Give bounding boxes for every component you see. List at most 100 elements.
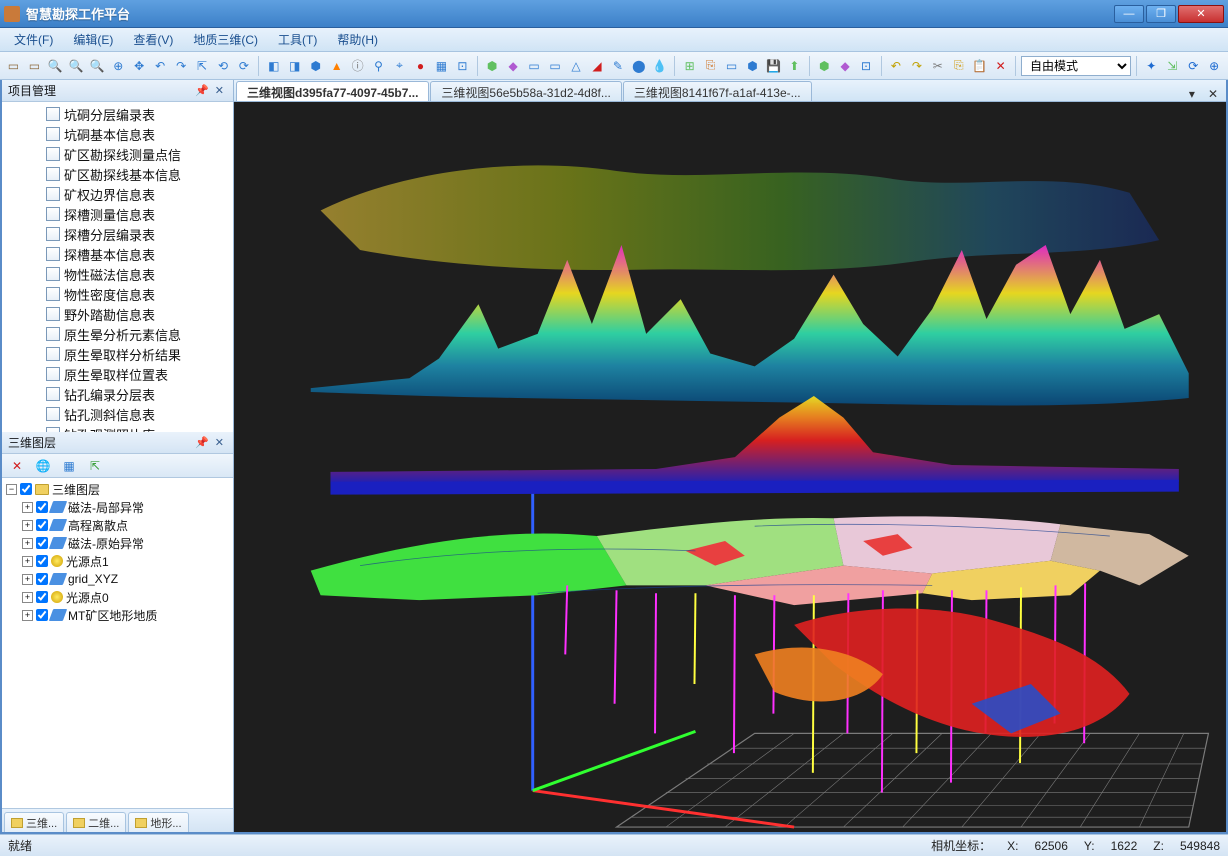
toolbar-button[interactable]: ● bbox=[411, 55, 430, 77]
expand-icon[interactable]: + bbox=[22, 610, 33, 621]
expand-icon[interactable]: + bbox=[22, 592, 33, 603]
toolbar-button[interactable]: ⓘ bbox=[348, 55, 367, 77]
mode-select[interactable]: 自由模式 bbox=[1021, 56, 1131, 76]
project-tree-item[interactable]: 坑硐基本信息表 bbox=[2, 124, 233, 144]
menu-view[interactable]: 查看(V) bbox=[125, 29, 181, 50]
toolbar-button[interactable]: 🔍 bbox=[88, 55, 107, 77]
project-tree-item[interactable]: 探槽测量信息表 bbox=[2, 204, 233, 224]
project-tree-item[interactable]: 物性磁法信息表 bbox=[2, 264, 233, 284]
toolbar-button[interactable]: ✎ bbox=[608, 55, 627, 77]
layer-export-icon[interactable]: ⇱ bbox=[84, 455, 106, 477]
project-tree-item[interactable]: 矿权边界信息表 bbox=[2, 184, 233, 204]
panel-close-icon[interactable]: ✕ bbox=[212, 84, 227, 97]
view-tab[interactable]: 三维视图d395fa77-4097-45b7... bbox=[236, 81, 429, 101]
toolbar-button[interactable]: ⬤ bbox=[629, 55, 648, 77]
toolbar-button[interactable]: 🔍 bbox=[67, 55, 86, 77]
layer-item[interactable]: +高程离散点 bbox=[6, 516, 229, 534]
layer-item[interactable]: +磁法-局部异常 bbox=[6, 498, 229, 516]
toolbar-button[interactable]: 🔍 bbox=[46, 55, 65, 77]
layer-item[interactable]: +磁法-原始异常 bbox=[6, 534, 229, 552]
toolbar-button[interactable]: ⊕ bbox=[1205, 55, 1224, 77]
toolbar-button[interactable]: ◆ bbox=[836, 55, 855, 77]
project-tree-item[interactable]: 坑硐分层编录表 bbox=[2, 104, 233, 124]
toolbar-button[interactable]: ▭ bbox=[4, 55, 23, 77]
menu-3d[interactable]: 地质三维(C) bbox=[185, 29, 266, 50]
layer-checkbox[interactable] bbox=[36, 501, 48, 513]
layer-tree[interactable]: −三维图层+磁法-局部异常+高程离散点+磁法-原始异常+光源点1+grid_XY… bbox=[2, 478, 233, 808]
layer-globe-icon[interactable]: 🌐 bbox=[32, 455, 54, 477]
expand-icon[interactable]: + bbox=[22, 556, 33, 567]
layer-checkbox[interactable] bbox=[36, 609, 48, 621]
layer-checkbox[interactable] bbox=[36, 591, 48, 603]
menu-help[interactable]: 帮助(H) bbox=[329, 29, 386, 50]
pin-icon[interactable]: 📌 bbox=[192, 436, 212, 449]
toolbar-button[interactable]: ⇲ bbox=[1163, 55, 1182, 77]
menu-edit[interactable]: 编辑(E) bbox=[65, 29, 121, 50]
project-tree-item[interactable]: 钻孔编录分层表 bbox=[2, 384, 233, 404]
toolbar-button[interactable]: ⟲ bbox=[214, 55, 233, 77]
tab-terrain[interactable]: 地形... bbox=[128, 812, 188, 832]
toolbar-button[interactable]: ⊞ bbox=[680, 55, 699, 77]
toolbar-button[interactable]: ▭ bbox=[525, 55, 544, 77]
toolbar-button[interactable]: ⚲ bbox=[369, 55, 388, 77]
view-tab[interactable]: 三维视图56e5b58a-31d2-4d8f... bbox=[430, 81, 621, 101]
toolbar-button[interactable]: ⊡ bbox=[857, 55, 876, 77]
project-tree-item[interactable]: 钻孔观测照片库 bbox=[2, 424, 233, 432]
viewport-3d[interactable] bbox=[234, 102, 1226, 832]
toolbar-button[interactable]: ⬆ bbox=[785, 55, 804, 77]
project-tree-item[interactable]: 原生晕取样位置表 bbox=[2, 364, 233, 384]
minimize-button[interactable]: — bbox=[1114, 5, 1144, 23]
toolbar-button[interactable]: ▭ bbox=[546, 55, 565, 77]
layer-delete-icon[interactable]: ✕ bbox=[6, 455, 28, 477]
tab-dropdown-icon[interactable]: ▾ bbox=[1183, 87, 1201, 101]
layer-checkbox[interactable] bbox=[36, 555, 48, 567]
tab-3d[interactable]: 三维... bbox=[4, 812, 64, 832]
toolbar-button[interactable]: ✕ bbox=[991, 55, 1010, 77]
toolbar-button[interactable]: 📋 bbox=[970, 55, 989, 77]
toolbar-button[interactable]: ↶ bbox=[886, 55, 905, 77]
toolbar-button[interactable]: 💾 bbox=[764, 55, 783, 77]
project-tree-item[interactable]: 钻孔测斜信息表 bbox=[2, 404, 233, 424]
layer-item[interactable]: +光源点1 bbox=[6, 552, 229, 570]
project-tree-item[interactable]: 矿区勘探线测量点信 bbox=[2, 144, 233, 164]
tab-2d[interactable]: 二维... bbox=[66, 812, 126, 832]
toolbar-button[interactable]: ⎘ bbox=[949, 55, 968, 77]
expand-icon[interactable]: + bbox=[22, 502, 33, 513]
layer-checkbox[interactable] bbox=[36, 537, 48, 549]
expand-icon[interactable]: + bbox=[22, 538, 33, 549]
layer-checkbox[interactable] bbox=[36, 573, 48, 585]
toolbar-button[interactable]: ⟳ bbox=[234, 55, 253, 77]
maximize-button[interactable]: ❐ bbox=[1146, 5, 1176, 23]
toolbar-button[interactable]: ↷ bbox=[907, 55, 926, 77]
toolbar-button[interactable]: ◨ bbox=[285, 55, 304, 77]
layer-checkbox[interactable] bbox=[20, 483, 32, 495]
expand-icon[interactable]: − bbox=[6, 484, 17, 495]
layer-root[interactable]: −三维图层 bbox=[6, 480, 229, 498]
layer-item[interactable]: +MT矿区地形地质 bbox=[6, 606, 229, 624]
pin-icon[interactable]: 📌 bbox=[192, 84, 212, 97]
toolbar-button[interactable]: ⬢ bbox=[815, 55, 834, 77]
toolbar-button[interactable]: ▭ bbox=[722, 55, 741, 77]
project-tree-item[interactable]: 探槽分层编录表 bbox=[2, 224, 233, 244]
toolbar-button[interactable]: ↶ bbox=[151, 55, 170, 77]
expand-icon[interactable]: + bbox=[22, 520, 33, 531]
toolbar-button[interactable]: ✦ bbox=[1142, 55, 1161, 77]
tab-close-icon[interactable]: ✕ bbox=[1202, 87, 1224, 101]
toolbar-button[interactable]: ⌖ bbox=[390, 55, 409, 77]
toolbar-button[interactable]: ⬢ bbox=[483, 55, 502, 77]
close-button[interactable]: ✕ bbox=[1178, 5, 1224, 23]
project-tree-item[interactable]: 野外踏勘信息表 bbox=[2, 304, 233, 324]
toolbar-button[interactable]: ⬢ bbox=[306, 55, 325, 77]
toolbar-button[interactable]: ✥ bbox=[130, 55, 149, 77]
toolbar-button[interactable]: ⟳ bbox=[1184, 55, 1203, 77]
toolbar-button[interactable]: ⬢ bbox=[743, 55, 762, 77]
toolbar-button[interactable]: ◆ bbox=[504, 55, 523, 77]
project-tree[interactable]: 坑硐分层编录表坑硐基本信息表矿区勘探线测量点信矿区勘探线基本信息矿权边界信息表探… bbox=[2, 102, 233, 432]
project-tree-item[interactable]: 物性密度信息表 bbox=[2, 284, 233, 304]
layer-grid-icon[interactable]: ▦ bbox=[58, 455, 80, 477]
toolbar-button[interactable]: ⇱ bbox=[193, 55, 212, 77]
view-tab[interactable]: 三维视图8141f67f-a1af-413e-... bbox=[623, 81, 812, 101]
panel-close-icon[interactable]: ✕ bbox=[212, 436, 227, 449]
project-tree-item[interactable]: 矿区勘探线基本信息 bbox=[2, 164, 233, 184]
project-tree-item[interactable]: 探槽基本信息表 bbox=[2, 244, 233, 264]
